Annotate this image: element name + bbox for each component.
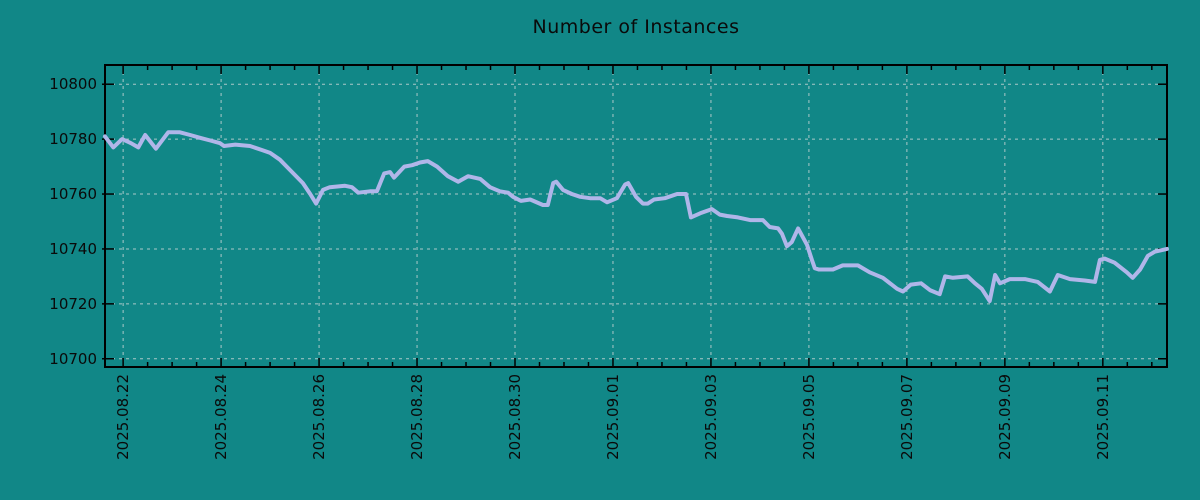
y-tick-label: 10760 bbox=[49, 185, 97, 203]
x-tick-label: 2025.09.01 bbox=[604, 374, 622, 460]
x-tick-label: 2025.09.11 bbox=[1094, 374, 1112, 460]
chart-title: Number of Instances bbox=[532, 16, 740, 38]
y-tick-label: 10800 bbox=[49, 75, 97, 93]
x-tick-label: 2025.08.28 bbox=[408, 374, 426, 460]
y-tick-label: 10740 bbox=[49, 240, 97, 258]
x-tick-label: 2025.08.30 bbox=[506, 374, 524, 460]
x-tick-label: 2025.09.07 bbox=[898, 374, 916, 460]
x-tick-label: 2025.09.05 bbox=[800, 374, 818, 460]
y-tick-label: 10780 bbox=[49, 130, 97, 148]
x-tick-label: 2025.09.03 bbox=[702, 374, 720, 460]
y-tick-label: 10720 bbox=[49, 295, 97, 313]
x-tick-label: 2025.08.22 bbox=[114, 374, 132, 460]
x-tick-label: 2025.09.09 bbox=[996, 374, 1014, 460]
plot-border bbox=[104, 64, 1168, 368]
x-tick-label: 2025.08.26 bbox=[310, 374, 328, 460]
x-tick-label: 2025.08.24 bbox=[212, 374, 230, 460]
series-line bbox=[103, 130, 1169, 304]
y-tick-label: 10700 bbox=[49, 350, 97, 368]
